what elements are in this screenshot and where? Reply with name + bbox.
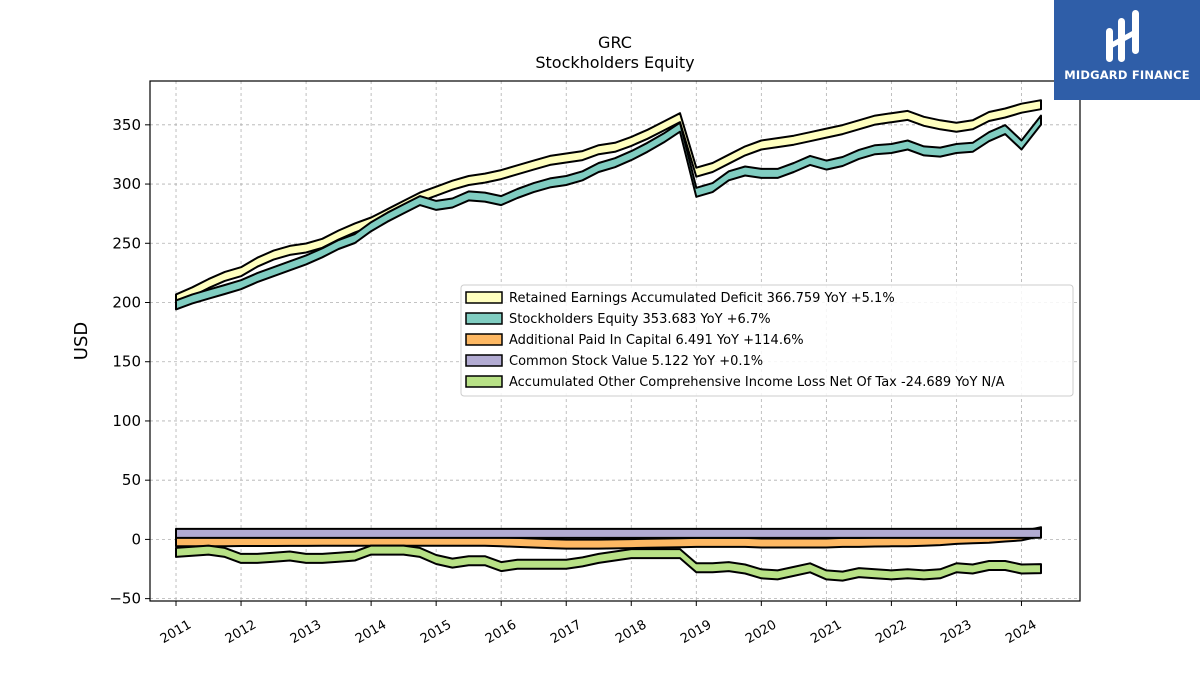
series-band-retained-earnings-accumulated-deficit	[175, 99, 1042, 305]
legend-label: Additional Paid In Capital 6.491 YoY +11…	[509, 333, 804, 348]
y-axis: −50 0 50 100 150 200 250 300 350	[109, 116, 150, 608]
x-axis: 2011 2012 2013 2014 2015 2016 2017 2018 2019 2020…	[158, 601, 1039, 647]
legend-label: Retained Earnings Accumulated Deficit 36…	[509, 291, 895, 306]
series-band-stockholders-equity	[175, 114, 1042, 311]
y-tick-label: 250	[112, 234, 141, 252]
midgard-logo-icon	[1106, 10, 1139, 62]
y-tick-label: 350	[112, 116, 141, 134]
x-tick-label: 2024	[1003, 617, 1039, 647]
y-tick-label: 150	[112, 353, 141, 371]
y-tick-label: 50	[122, 471, 141, 489]
series-band-accumulated-other-comprehensive-income-loss-net-of-tax	[175, 544, 1042, 582]
x-tick-label: 2013	[288, 617, 324, 647]
legend-swatch	[465, 354, 503, 367]
chart-subtitle: Stockholders Equity	[535, 53, 694, 72]
chart-title: GRC	[598, 33, 632, 52]
axes-frame	[149, 80, 1081, 602]
legend-swatch	[465, 312, 503, 325]
y-tick-label: −50	[109, 590, 141, 608]
legend-label: Common Stock Value 5.122 YoY +0.1%	[509, 354, 763, 369]
y-tick-label: 300	[112, 175, 141, 193]
brand-name: MIDGARD FINANCE	[1064, 68, 1190, 82]
x-tick-label: 2012	[223, 617, 259, 647]
y-tick-label: 0	[131, 530, 141, 548]
legend-label: Stockholders Equity 353.683 YoY +6.7%	[509, 312, 771, 327]
x-tick-label: 2014	[353, 617, 389, 647]
y-tick-label: 100	[112, 412, 141, 430]
x-tick-label: 2020	[743, 617, 779, 647]
legend-label: Accumulated Other Comprehensive Income L…	[509, 375, 1005, 390]
legend: Retained Earnings Accumulated Deficit 36…	[460, 284, 1074, 397]
y-tick-label: 200	[112, 294, 141, 312]
x-tick-label: 2016	[483, 617, 519, 647]
series-band-common-stock-value	[175, 527, 1042, 539]
x-tick-label: 2021	[808, 617, 844, 647]
legend-swatch	[465, 291, 503, 304]
x-tick-label: 2018	[613, 617, 649, 647]
legend-swatch	[465, 333, 503, 346]
x-tick-label: 2023	[938, 617, 974, 647]
legend-box	[460, 284, 1074, 397]
x-tick-label: 2015	[418, 617, 454, 647]
x-tick-label: 2019	[678, 617, 714, 647]
legend-swatch	[465, 375, 503, 388]
brand-logo: MIDGARD FINANCE	[1054, 0, 1200, 100]
x-tick-label: 2011	[158, 617, 194, 647]
x-tick-label: 2022	[873, 617, 909, 647]
plot-area	[175, 99, 1042, 582]
x-tick-label: 2017	[548, 617, 584, 647]
y-axis-label: USD	[71, 322, 92, 360]
